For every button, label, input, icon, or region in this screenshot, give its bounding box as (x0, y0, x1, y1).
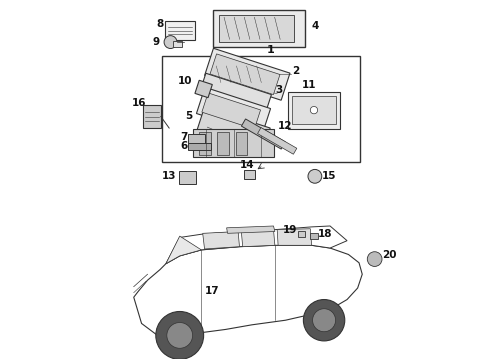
Text: 17: 17 (205, 286, 219, 296)
Polygon shape (258, 127, 297, 154)
Polygon shape (219, 15, 294, 42)
Text: 13: 13 (162, 171, 176, 181)
Polygon shape (173, 41, 182, 47)
Text: 3: 3 (275, 85, 282, 95)
Polygon shape (292, 96, 336, 124)
Polygon shape (197, 107, 270, 152)
Polygon shape (166, 226, 347, 264)
Text: 11: 11 (302, 80, 317, 90)
Text: 2: 2 (292, 67, 299, 76)
Polygon shape (200, 73, 271, 112)
Polygon shape (310, 233, 318, 239)
Text: 16: 16 (132, 98, 147, 108)
Polygon shape (188, 143, 211, 150)
Polygon shape (210, 54, 280, 95)
Polygon shape (236, 132, 247, 155)
Polygon shape (205, 48, 290, 100)
Text: 7: 7 (181, 132, 188, 142)
Polygon shape (288, 92, 341, 129)
Polygon shape (297, 231, 305, 237)
Polygon shape (202, 93, 261, 129)
Text: 18: 18 (318, 229, 333, 239)
Circle shape (167, 323, 193, 348)
Polygon shape (166, 236, 201, 264)
Polygon shape (244, 170, 255, 179)
Circle shape (156, 311, 204, 359)
Circle shape (310, 107, 318, 114)
Polygon shape (203, 231, 240, 249)
Text: 1: 1 (267, 45, 275, 55)
Circle shape (303, 300, 345, 341)
Polygon shape (218, 132, 229, 155)
Polygon shape (196, 87, 270, 135)
Text: 19: 19 (282, 225, 297, 235)
Polygon shape (144, 105, 161, 128)
Circle shape (368, 252, 382, 266)
Polygon shape (195, 80, 212, 98)
Polygon shape (277, 229, 312, 245)
Circle shape (308, 170, 322, 183)
Polygon shape (226, 226, 275, 233)
Polygon shape (134, 245, 362, 337)
Polygon shape (241, 230, 275, 247)
Text: 12: 12 (278, 121, 293, 131)
Polygon shape (213, 10, 305, 47)
Polygon shape (179, 171, 196, 184)
Text: 20: 20 (382, 251, 396, 260)
Circle shape (313, 309, 336, 332)
Polygon shape (199, 132, 211, 155)
Polygon shape (193, 130, 274, 157)
Circle shape (164, 36, 177, 49)
Text: 15: 15 (321, 171, 336, 181)
Text: 5: 5 (185, 111, 193, 121)
Text: 6: 6 (181, 140, 188, 150)
Text: 10: 10 (178, 76, 193, 86)
Polygon shape (242, 119, 285, 149)
Text: 4: 4 (311, 21, 318, 31)
Text: 14: 14 (240, 160, 255, 170)
Polygon shape (188, 134, 205, 144)
Text: 8: 8 (157, 19, 164, 29)
Bar (162, 56, 360, 162)
Polygon shape (165, 21, 195, 40)
Text: 9: 9 (152, 37, 159, 47)
